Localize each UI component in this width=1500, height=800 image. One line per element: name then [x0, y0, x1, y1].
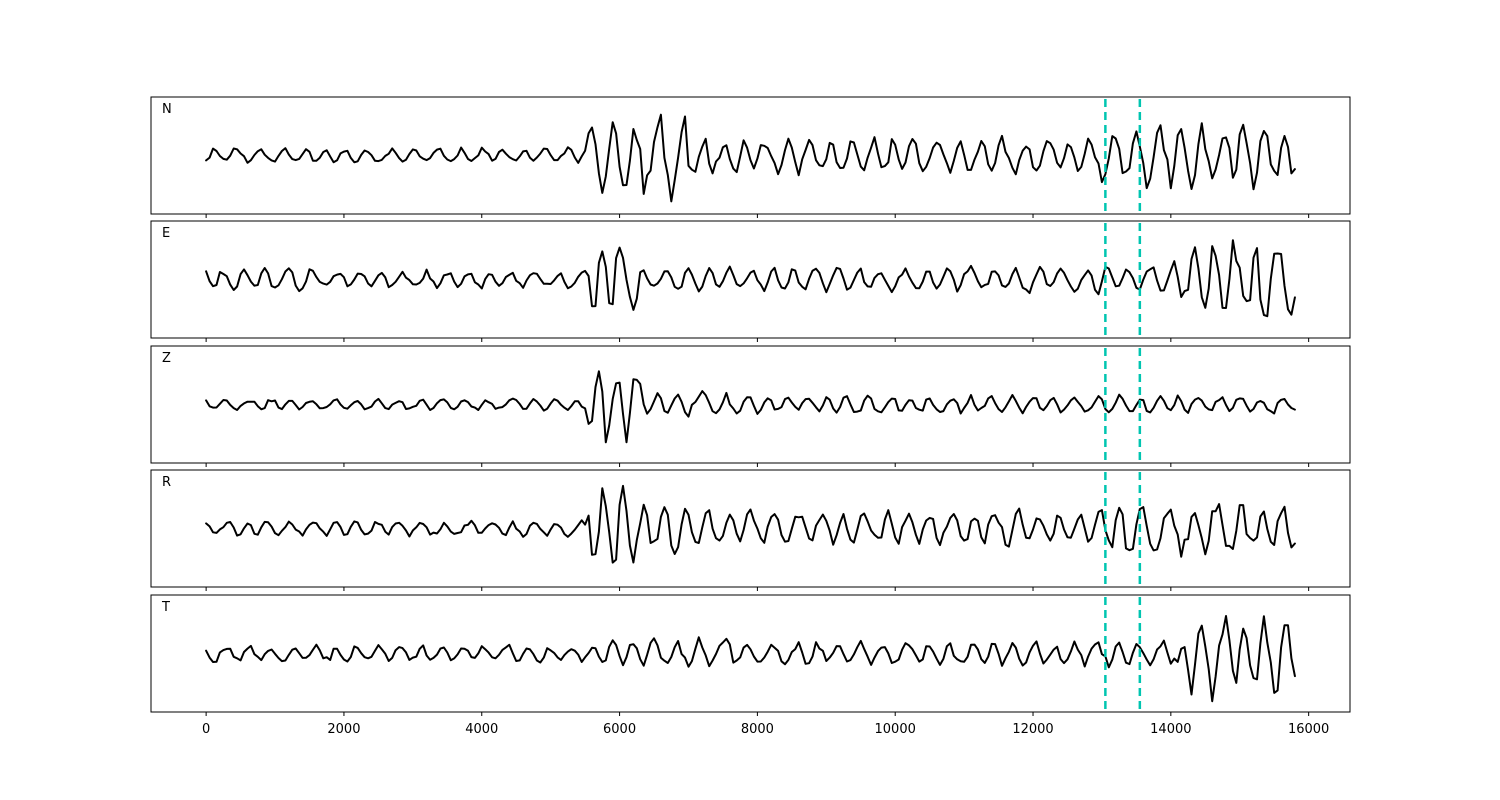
- trace-t: [205, 615, 1296, 703]
- trace-n: [205, 113, 1296, 203]
- x-tick-label: 0: [202, 722, 210, 737]
- panels-group: N E Z R T: [150, 96, 1351, 716]
- trace-e: [205, 239, 1296, 318]
- x-tick-label: 14000: [1150, 722, 1191, 737]
- x-tick-label: 2000: [327, 722, 360, 737]
- x-tick-label: 10000: [875, 722, 916, 737]
- panel-t: T: [150, 594, 1351, 716]
- panel-label: T: [161, 600, 170, 615]
- panel-frame: [150, 594, 1351, 713]
- x-tick-label: 12000: [1012, 722, 1053, 737]
- panel-e: E: [150, 220, 1351, 342]
- panel-r: R: [150, 469, 1351, 591]
- panel-frame: [150, 469, 1351, 588]
- x-tick-label: 6000: [603, 722, 636, 737]
- panel-n: N: [150, 96, 1351, 218]
- x-tick-label: 8000: [741, 722, 774, 737]
- trace-z: [205, 370, 1296, 444]
- panel-label: R: [162, 475, 171, 490]
- panel-label: N: [162, 102, 172, 117]
- x-tick-label: 16000: [1288, 722, 1329, 737]
- panel-label: E: [162, 226, 170, 241]
- panel-frame: [150, 96, 1351, 215]
- panel-label: Z: [162, 351, 171, 366]
- panel-z: Z: [150, 345, 1351, 467]
- panel-frame: [150, 345, 1351, 464]
- x-tick-label: 4000: [465, 722, 498, 737]
- x-axis: 0 2000 4000 6000 8000 10000 12000 14000 16000: [202, 722, 1329, 737]
- trace-r: [205, 484, 1296, 564]
- panel-frame: [150, 220, 1351, 339]
